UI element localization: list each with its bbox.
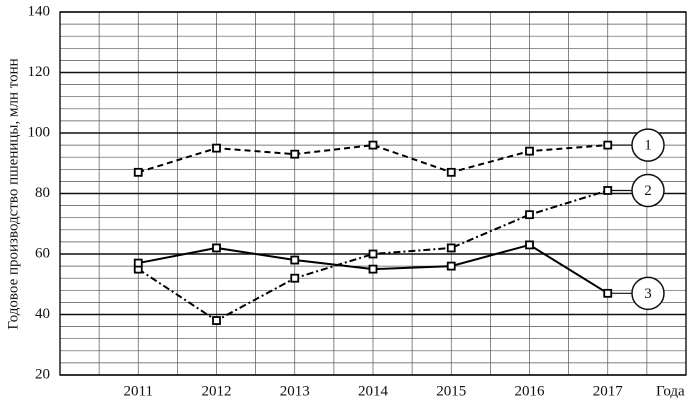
y-tick-label: 120 xyxy=(28,64,51,80)
x-tick-label: 2014 xyxy=(358,383,389,399)
series-label-circle xyxy=(631,128,665,162)
x-axis-label: Года xyxy=(656,383,685,399)
point-marker xyxy=(212,316,221,325)
point-marker xyxy=(446,261,456,271)
point-marker xyxy=(212,243,221,253)
point-marker xyxy=(446,243,456,253)
y-tick-label: 40 xyxy=(35,306,50,322)
x-tick-label: 2015 xyxy=(436,383,466,399)
series-label-circle xyxy=(631,276,665,311)
point-marker xyxy=(368,264,378,274)
series-label-circle xyxy=(631,173,665,208)
x-tick-label: 2012 xyxy=(202,383,232,399)
point-marker xyxy=(290,149,300,159)
x-tick-label: 2017 xyxy=(593,383,624,399)
legend-label: 3 xyxy=(644,286,652,302)
x-tick-label: 2013 xyxy=(280,383,310,399)
y-tick-label: 140 xyxy=(28,3,51,19)
point-marker xyxy=(368,140,378,150)
point-marker xyxy=(603,186,613,195)
y-tick-label: 60 xyxy=(35,245,50,261)
plot-frame xyxy=(59,11,687,376)
point-marker xyxy=(212,143,221,153)
point-marker xyxy=(133,167,143,177)
y-tick-label: 80 xyxy=(35,185,50,201)
point-marker xyxy=(368,249,378,259)
point-marker xyxy=(290,255,300,265)
point-marker xyxy=(603,140,613,150)
point-marker xyxy=(525,240,534,250)
x-tick-label: 2011 xyxy=(124,383,153,399)
point-marker xyxy=(290,273,300,283)
y-tick-label: 20 xyxy=(35,366,50,382)
y-axis-label: Годовое производство пшеницы, млн тонн xyxy=(5,58,21,329)
point-marker xyxy=(446,167,456,177)
legend-label: 1 xyxy=(644,138,652,154)
y-tick-label: 100 xyxy=(28,124,51,140)
x-tick-label: 2016 xyxy=(515,383,546,399)
point-marker xyxy=(525,210,534,220)
point-marker xyxy=(525,146,534,156)
point-marker xyxy=(603,288,613,298)
point-marker xyxy=(133,258,143,268)
legend-label: 2 xyxy=(644,183,652,199)
